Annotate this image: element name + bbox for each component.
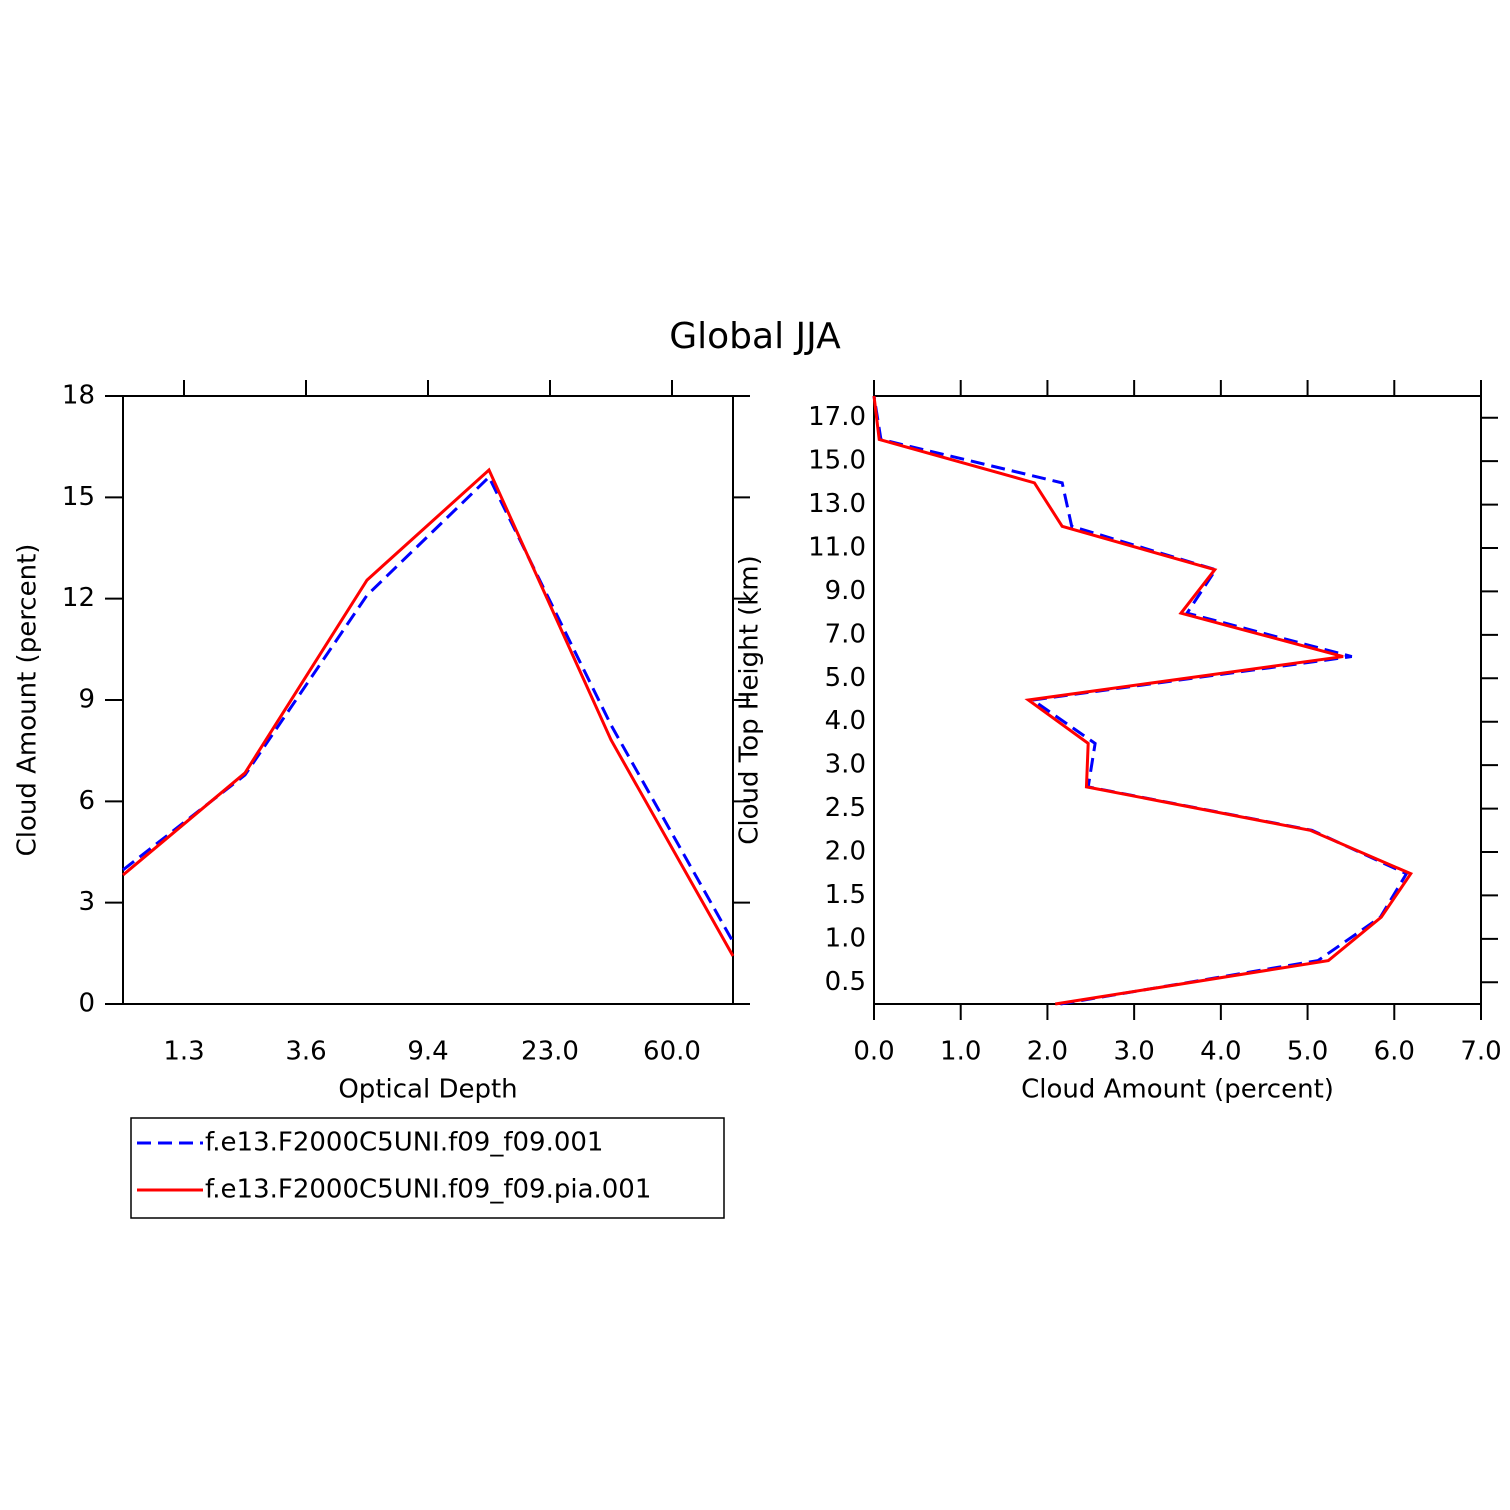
y-tick-label: 0 — [78, 989, 95, 1019]
y-axis-label: Cloud Top Height (km) — [735, 555, 765, 845]
y-tick-label: 9 — [78, 685, 95, 715]
figure-title: Global JJA — [669, 316, 841, 357]
y-tick-label: 4.0 — [825, 706, 866, 736]
x-tick-label: 3.6 — [285, 1037, 326, 1067]
y-tick-label: 3 — [78, 887, 95, 917]
x-axis-label: Optical Depth — [338, 1075, 517, 1105]
series-line — [872, 395, 1409, 1006]
y-tick-label: 13.0 — [808, 489, 866, 519]
x-tick-label: 4.0 — [1200, 1037, 1241, 1067]
x-tick-label: 5.0 — [1287, 1037, 1328, 1067]
y-tick-label: 7.0 — [825, 619, 866, 649]
y-tick-label: 2.0 — [825, 837, 866, 867]
x-tick-label: 23.0 — [521, 1037, 579, 1067]
x-tick-label: 7.0 — [1460, 1037, 1501, 1067]
y-tick-label: 6 — [78, 786, 95, 816]
y-tick-label: 11.0 — [808, 533, 866, 563]
series-line — [872, 395, 1414, 1006]
y-tick-label: 9.0 — [825, 576, 866, 606]
x-tick-label: 3.0 — [1113, 1037, 1154, 1067]
x-tick-label: 9.4 — [407, 1037, 448, 1067]
y-tick-label: 1.0 — [825, 923, 866, 953]
y-axis-label: Cloud Amount (percent) — [13, 544, 43, 857]
x-tick-label: 6.0 — [1374, 1037, 1415, 1067]
y-tick-label: 12 — [62, 583, 95, 613]
legend-label: f.e13.F2000C5UNI.f09_f09.pia.001 — [205, 1175, 651, 1205]
legend-box — [130, 1117, 725, 1219]
x-axis-label: Cloud Amount (percent) — [1021, 1075, 1334, 1105]
y-tick-label: 0.5 — [825, 967, 866, 997]
x-tick-label: 1.0 — [940, 1037, 981, 1067]
y-tick-label: 5.0 — [825, 663, 866, 693]
x-tick-label: 60.0 — [643, 1037, 701, 1067]
x-tick-label: 0.0 — [853, 1037, 894, 1067]
y-tick-label: 15 — [62, 482, 95, 512]
plot-frame — [873, 395, 1482, 1005]
y-tick-label: 18 — [62, 381, 95, 411]
y-tick-label: 1.5 — [825, 880, 866, 910]
y-tick-label: 17.0 — [808, 402, 866, 432]
x-tick-label: 1.3 — [163, 1037, 204, 1067]
y-tick-label: 3.0 — [825, 750, 866, 780]
series-line — [122, 467, 735, 957]
x-tick-label: 2.0 — [1027, 1037, 1068, 1067]
y-tick-label: 2.5 — [825, 793, 866, 823]
legend-label: f.e13.F2000C5UNI.f09_f09.001 — [205, 1128, 603, 1158]
y-tick-label: 15.0 — [808, 446, 866, 476]
